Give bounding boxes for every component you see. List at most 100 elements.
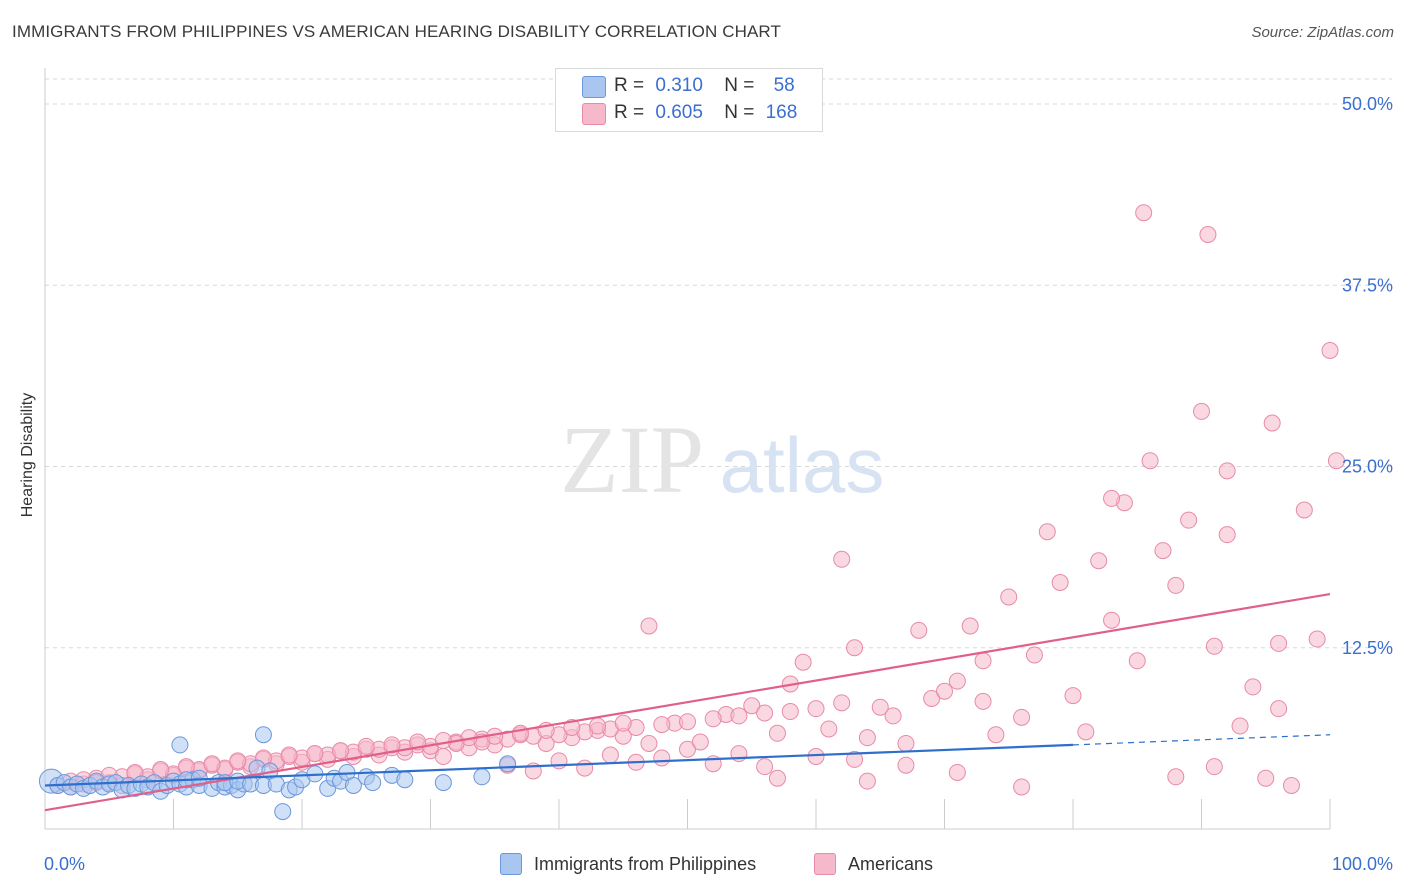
americans-point	[1135, 204, 1153, 222]
philippines-trend-line	[44, 743, 1074, 787]
americans-point	[974, 652, 992, 670]
americans-point	[704, 710, 722, 728]
americans-points	[49, 204, 1345, 796]
americans-point	[961, 617, 979, 635]
americans-point	[1154, 542, 1172, 560]
americans-point	[833, 694, 851, 712]
americans-point	[1263, 414, 1281, 432]
philippines-point	[344, 777, 362, 794]
americans-point	[948, 672, 966, 690]
tick-labels: 12.5% 25.0% 37.5% 50.0% 0.0% 100.0%	[44, 94, 1393, 874]
americans-point	[1025, 646, 1043, 664]
americans-point	[858, 772, 876, 790]
y-tick-label: 50.0%	[1342, 94, 1393, 114]
axes	[44, 68, 1331, 830]
americans-point	[511, 724, 529, 742]
legend-r-value: 0.605	[655, 102, 703, 123]
americans-point	[833, 550, 851, 568]
americans-point	[768, 769, 786, 787]
americans-point	[434, 748, 452, 765]
americans-point	[614, 714, 632, 732]
y-tick-label: 12.5%	[1342, 638, 1393, 658]
americans-point	[871, 698, 889, 716]
chart-title: IMMIGRANTS FROM PHILIPPINES VS AMERICAN …	[12, 22, 781, 41]
americans-point	[601, 746, 619, 764]
americans-point	[1218, 526, 1236, 544]
philippines-point	[396, 771, 414, 789]
americans-point	[846, 750, 864, 768]
philippines-point	[499, 755, 517, 773]
legend-item-philippines: Immigrants from Philippines	[500, 851, 756, 877]
americans-point	[897, 756, 915, 774]
americans-point	[884, 707, 902, 725]
americans-point	[807, 748, 825, 765]
legend-swatch-blue	[582, 76, 606, 98]
americans-point	[1205, 758, 1223, 776]
americans-point	[743, 697, 761, 715]
americans-point	[1308, 630, 1326, 648]
americans-point	[807, 700, 825, 718]
americans-point	[1270, 700, 1288, 718]
legend-r-label: R =	[614, 75, 645, 96]
americans-point	[756, 704, 774, 722]
americans-point	[948, 763, 966, 781]
americans-point	[974, 692, 992, 710]
americans-point	[1038, 523, 1056, 541]
americans-point	[1167, 576, 1185, 594]
philippines-trend-extension	[1072, 734, 1331, 746]
americans-point	[1141, 452, 1159, 470]
americans-point	[858, 729, 876, 747]
americans-point	[640, 734, 658, 752]
watermark: ZIP atlas	[560, 406, 884, 513]
americans-point	[563, 719, 581, 736]
americans-point	[1103, 489, 1121, 507]
americans-point	[1128, 652, 1146, 670]
americans-point	[1205, 637, 1223, 655]
americans-point	[1077, 723, 1095, 741]
americans-point	[1218, 462, 1236, 480]
americans-point	[1000, 588, 1018, 606]
americans-point	[756, 758, 774, 776]
americans-point	[1013, 778, 1031, 796]
legend-label-philippines: Immigrants from Philippines	[534, 853, 757, 874]
y-tick-label: 37.5%	[1342, 275, 1393, 295]
grid-lines	[45, 78, 1392, 649]
americans-point	[1064, 687, 1082, 705]
americans-trend-line	[44, 593, 1331, 812]
americans-point	[589, 717, 607, 735]
legend-item-americans: Americans	[814, 851, 933, 877]
americans-point	[229, 752, 247, 770]
americans-point	[679, 740, 696, 758]
americans-point	[576, 759, 594, 777]
americans-point	[768, 724, 786, 742]
americans-point	[730, 707, 748, 725]
americans-point	[936, 682, 953, 700]
americans-point	[1231, 717, 1249, 735]
americans-point	[1051, 574, 1069, 591]
philippines-point	[171, 736, 189, 754]
americans-point	[332, 742, 350, 760]
trend-lines	[44, 593, 1331, 812]
legend-swatch-pink	[582, 103, 606, 125]
americans-point	[987, 726, 1005, 744]
americans-point	[280, 746, 298, 764]
philippines-point	[434, 774, 452, 792]
americans-point	[640, 617, 658, 635]
americans-point	[781, 703, 799, 721]
americans-point	[1295, 501, 1313, 519]
americans-point	[1193, 402, 1210, 420]
americans-point	[1167, 768, 1185, 786]
x-tick-label: 0.0%	[44, 854, 85, 874]
americans-point	[1321, 342, 1339, 359]
americans-point	[1199, 226, 1217, 243]
legend-n-value: 168	[765, 102, 798, 123]
americans-point	[794, 653, 812, 671]
americans-point	[846, 639, 864, 657]
philippines-point	[364, 774, 382, 792]
legend-label-americans: Americans	[848, 853, 934, 874]
americans-point	[1257, 769, 1275, 787]
americans-point	[434, 732, 452, 750]
americans-point	[820, 720, 838, 738]
philippines-point	[473, 768, 491, 786]
legend-swatch-blue	[500, 853, 522, 875]
